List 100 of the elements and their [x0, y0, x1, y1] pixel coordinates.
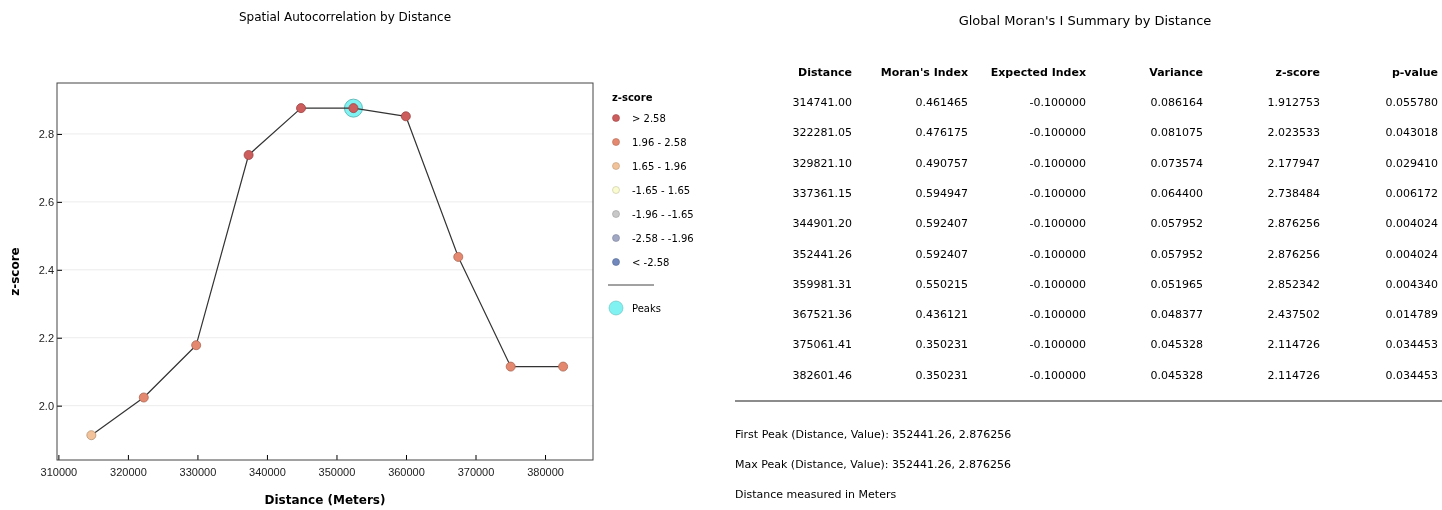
- point: [138, 392, 149, 403]
- text: 0.592407: [915, 217, 968, 231]
- point: [505, 361, 516, 372]
- category-label: p-value: [1391, 66, 1438, 79]
- text: 0.043018: [1385, 126, 1438, 140]
- text: -0.100000: [1029, 126, 1086, 140]
- category-label: Variance: [1149, 66, 1203, 79]
- x-tick-label: 360000: [388, 466, 425, 479]
- text: 0.436121: [915, 308, 968, 322]
- text: First Peak (Distance, Value): 352441.26, 2.876256: [735, 428, 1012, 441]
- y-tick-label: 2.4: [38, 263, 54, 276]
- text: 2.114726: [1267, 368, 1320, 382]
- text: 0.014789: [1385, 308, 1438, 322]
- legend-title: z-score: [612, 92, 653, 103]
- text: 0.048377: [1150, 308, 1203, 322]
- point: [86, 430, 97, 441]
- y-tick-label: 2.6: [38, 195, 54, 208]
- text: -0.100000: [1029, 186, 1086, 200]
- text: Distance measured in Meters: [735, 488, 897, 501]
- text: Max Peak (Distance, Value): 352441.26, 2.876256: [735, 458, 1011, 471]
- text: 0.057952: [1150, 217, 1203, 231]
- text: 0.057952: [1150, 247, 1203, 261]
- y-tick-label: 2.0: [38, 399, 54, 412]
- text: 0.550215: [915, 277, 968, 291]
- legend-label: 1.65 - 1.96: [632, 161, 687, 172]
- text: 367521.36: [792, 308, 852, 322]
- text: 0.350231: [915, 338, 968, 352]
- point: [243, 150, 254, 160]
- text: 2.738484: [1267, 186, 1320, 200]
- y-tick-label: 2.2: [38, 331, 54, 344]
- text: 0.004024: [1385, 247, 1438, 261]
- text: 344901.20: [792, 217, 852, 231]
- text: 352441.26: [792, 247, 852, 261]
- text: 2.023533: [1267, 126, 1320, 140]
- text: 0.073574: [1150, 156, 1203, 170]
- text: -0.100000: [1029, 247, 1086, 261]
- text: 0.045328: [1150, 338, 1203, 352]
- text: 0.034453: [1385, 338, 1438, 352]
- text: 0.029410: [1385, 156, 1438, 170]
- x-tick-label: 320000: [110, 466, 147, 479]
- x-tick-label: 310000: [40, 466, 78, 479]
- category-label: z-score: [1275, 66, 1320, 79]
- category-label: Distance: [798, 66, 852, 79]
- text: 0.350231: [915, 368, 968, 382]
- text: 2.852342: [1267, 277, 1320, 291]
- legend-label: Peaks: [632, 303, 661, 314]
- x-tick-label: 340000: [249, 466, 286, 479]
- text: 0.594947: [915, 186, 968, 200]
- legend-label: -1.65 - 1.65: [632, 185, 691, 196]
- text: 382601.46: [792, 368, 852, 382]
- legend-label: < -2.58: [632, 257, 670, 268]
- chart-title: Spatial Autocorrelation by Distance: [238, 10, 452, 24]
- text: 0.081075: [1150, 126, 1203, 140]
- point: [296, 103, 306, 114]
- category-label: Moran's Index: [880, 66, 968, 79]
- point: [191, 340, 202, 351]
- x-tick-label: 330000: [179, 466, 217, 479]
- text: -0.100000: [1029, 338, 1086, 352]
- text: 1.912753: [1267, 96, 1320, 109]
- text: Global Moran's I Summary by Distance: [958, 13, 1212, 28]
- legend-label: -2.58 - -1.96: [632, 233, 694, 244]
- legend-label: -1.96 - -1.65: [632, 209, 694, 220]
- text: -0.100000: [1029, 308, 1086, 322]
- x-tick-label: 350000: [318, 466, 356, 479]
- point: [453, 251, 464, 262]
- point: [400, 111, 411, 122]
- text: 322281.05: [792, 126, 852, 140]
- category-label: Expected Index: [990, 66, 1086, 79]
- text: 0.004340: [1385, 277, 1438, 291]
- text: 329821.10: [792, 156, 852, 170]
- point: [558, 361, 569, 372]
- text: 0.086164: [1150, 96, 1203, 109]
- text: -0.100000: [1029, 368, 1086, 382]
- text: 0.055780: [1385, 96, 1438, 109]
- x-tick-label: 380000: [527, 466, 564, 479]
- text: 2.114726: [1267, 338, 1320, 352]
- text: 375061.41: [792, 338, 852, 352]
- text: -0.100000: [1029, 217, 1086, 231]
- text: -0.100000: [1029, 277, 1086, 291]
- text: -0.100000: [1029, 96, 1086, 109]
- text: 0.064400: [1150, 186, 1203, 200]
- text: -0.100000: [1029, 156, 1086, 170]
- x-tick-label: 370000: [457, 466, 495, 479]
- text: 0.476175: [915, 126, 968, 140]
- text: 0.592407: [915, 247, 968, 261]
- legend-label: > 2.58: [632, 113, 666, 124]
- text: 2.437502: [1267, 308, 1320, 322]
- text: 0.051965: [1150, 277, 1203, 291]
- x-axis-title: Distance (Meters): [264, 493, 386, 507]
- text: 0.461465: [915, 96, 968, 109]
- y-axis-title: z-score: [8, 247, 22, 296]
- text: 0.490757: [915, 156, 968, 170]
- text: 0.045328: [1150, 368, 1203, 382]
- text: 359981.31: [792, 277, 852, 291]
- text: 2.177947: [1267, 156, 1320, 170]
- text: 2.876256: [1267, 217, 1320, 231]
- text: 0.006172: [1385, 186, 1438, 200]
- text: 314741.00: [792, 96, 852, 109]
- text: 0.004024: [1385, 217, 1438, 231]
- text: 337361.15: [792, 186, 852, 200]
